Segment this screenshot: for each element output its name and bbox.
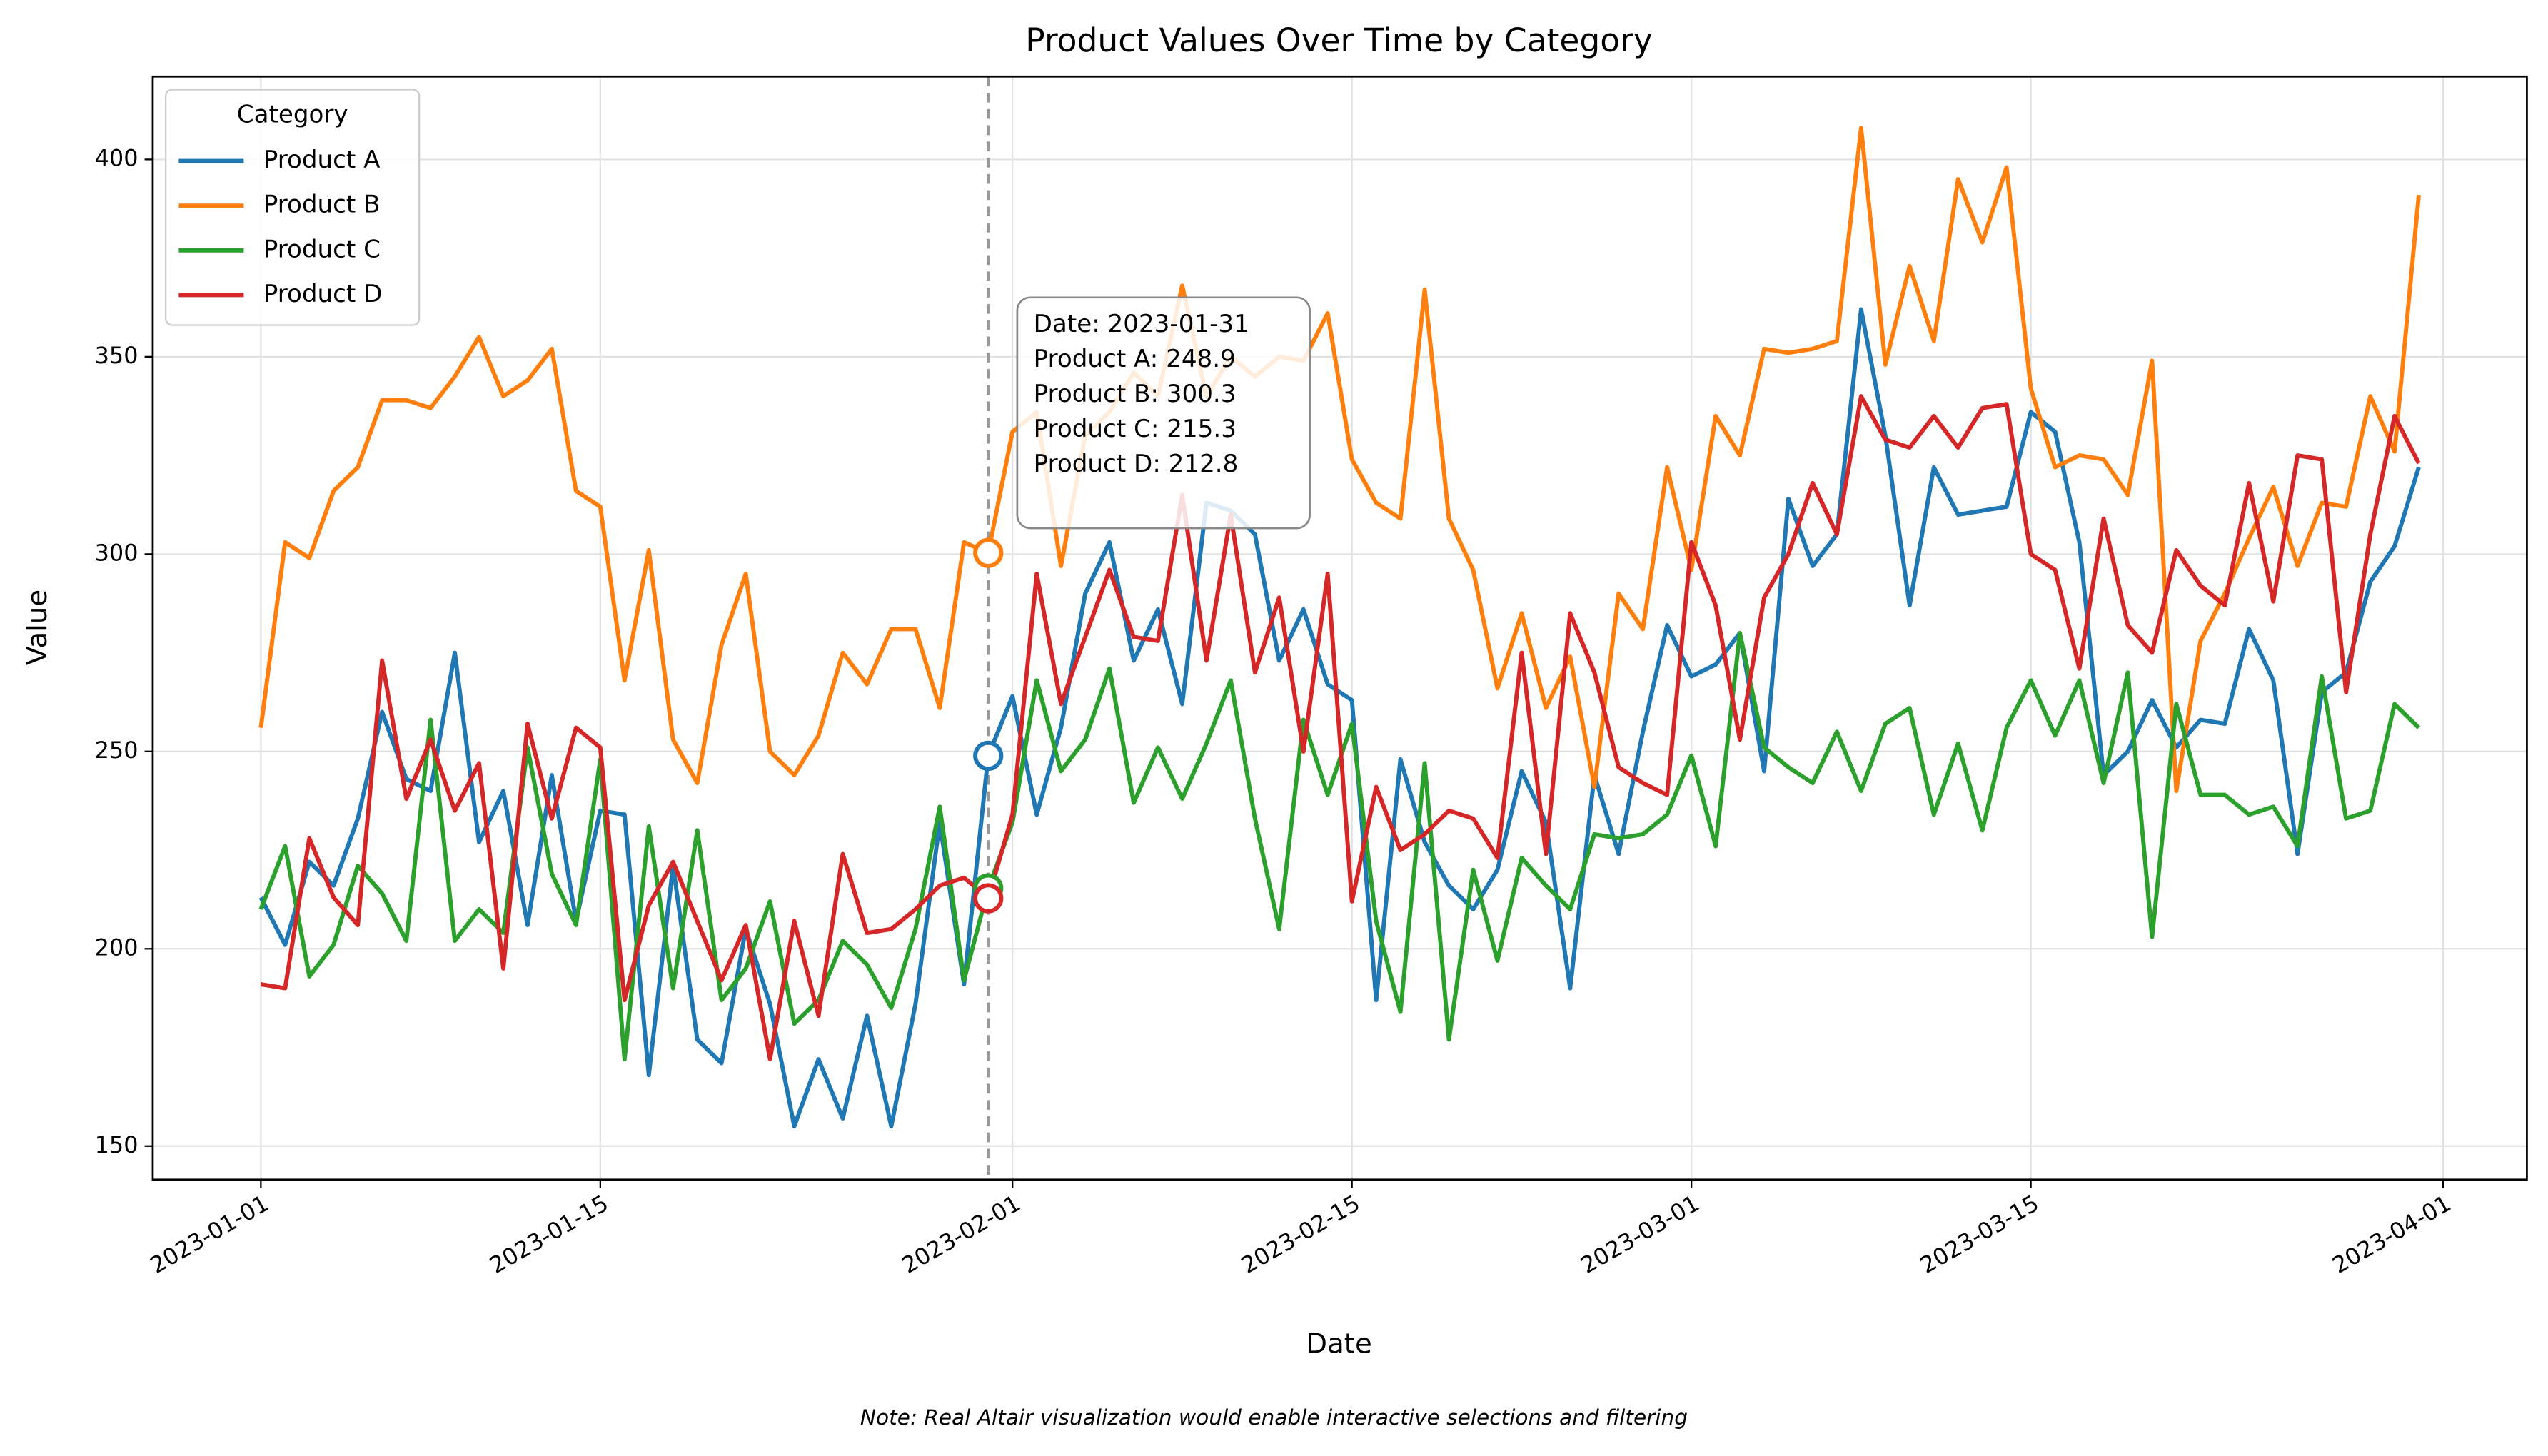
tooltip-line: Date: 2023-01-31 bbox=[1034, 310, 1249, 338]
y-tick-label: 300 bbox=[95, 539, 139, 566]
tooltip-line: Product C: 215.3 bbox=[1034, 415, 1237, 443]
x-axis-label: Date bbox=[1306, 1328, 1371, 1360]
legend-label: Product B bbox=[263, 191, 381, 219]
y-tick-label: 250 bbox=[95, 737, 139, 764]
hover-point bbox=[973, 537, 1004, 568]
legend-title: Category bbox=[237, 100, 348, 128]
tooltip-line: Product B: 300.3 bbox=[1034, 380, 1237, 408]
legend-box bbox=[165, 89, 421, 326]
legend-label: Product D bbox=[263, 280, 383, 308]
hover-point bbox=[973, 740, 1004, 772]
tooltip: Date: 2023-01-31 Product A: 248.9 Product … bbox=[1016, 296, 1311, 530]
hover-point bbox=[973, 883, 1004, 914]
y-tick-label: 200 bbox=[95, 934, 139, 961]
note: Note: Real Altair visualization would en… bbox=[860, 1405, 1688, 1430]
series-line bbox=[258, 307, 2421, 1129]
y-axis-label: Value bbox=[21, 590, 54, 665]
legend-label: Product A bbox=[263, 146, 381, 174]
y-tick-label: 400 bbox=[95, 144, 139, 171]
series-line bbox=[260, 394, 2421, 1062]
plot-frame bbox=[151, 75, 2528, 1181]
y-tick-label: 350 bbox=[95, 342, 139, 369]
series-line bbox=[258, 126, 2421, 794]
tooltip-line: Product A: 248.9 bbox=[1034, 345, 1236, 373]
tooltip-line: Product D: 212.8 bbox=[1034, 450, 1239, 478]
tooltip-box bbox=[1016, 296, 1311, 530]
legend: Category Product A Product B Product C Produ… bbox=[165, 89, 421, 326]
chart-title: Product Values Over Time by Category bbox=[1025, 21, 1652, 59]
y-tick-label: 150 bbox=[95, 1131, 139, 1158]
legend-label: Product C bbox=[263, 235, 381, 263]
